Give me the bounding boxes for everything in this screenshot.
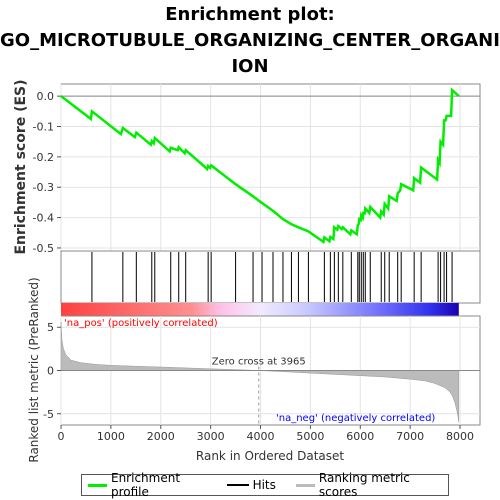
x-tick-label: 7000 xyxy=(396,430,424,443)
title-line-2: GO_MICROTUBULE_ORGANIZING_CENTER_ORGANIZ… xyxy=(0,30,500,51)
x-tick-label: 4000 xyxy=(247,430,275,443)
es-tick-label: -0.2 xyxy=(33,151,54,164)
hits-panel xyxy=(60,250,481,304)
es-axis-label: Enrichment score (ES) xyxy=(13,79,29,254)
x-tick-label: 6000 xyxy=(346,430,374,443)
legend-metric: Ranking metric scores xyxy=(295,471,434,499)
negative-label: 'na_neg' (negatively correlated) xyxy=(276,413,435,424)
metric-tick-label: 0 xyxy=(47,365,54,378)
legend-profile-swatch xyxy=(88,483,107,487)
es-tick-label: -0.1 xyxy=(33,121,54,134)
x-tick-label: 2000 xyxy=(147,430,175,443)
metric-tick-label: 5 xyxy=(47,321,54,334)
title-line-1: Enrichment plot: xyxy=(165,4,335,25)
x-tick-label: 5000 xyxy=(296,430,324,443)
legend-metric-label: Ranking metric scores xyxy=(318,471,410,499)
x-axis-label: Rank in Ordered Dataset xyxy=(196,449,344,463)
zero-cross-label: Zero cross at 3965 xyxy=(212,357,306,368)
x-tick-label: 0 xyxy=(58,430,65,443)
es-panel xyxy=(60,83,481,252)
es-tick-label: -0.3 xyxy=(33,181,54,194)
legend-hits: Hits xyxy=(226,478,276,492)
x-tick-labels: 0 1000 2000 3000 4000 5000 6000 7000 8000 xyxy=(58,425,474,443)
es-tick-label: 0.0 xyxy=(37,90,55,103)
metric-axis-label: Ranked list metric (PreRanked) xyxy=(27,277,41,462)
metric-tick-label: -5 xyxy=(43,408,54,421)
enrichment-profile-line xyxy=(60,87,460,245)
ranking-metric-area xyxy=(60,322,460,423)
legend-metric-swatch xyxy=(295,483,315,487)
x-tick-label: 8000 xyxy=(446,430,474,443)
metric-tick-labels: 5 0 -5 xyxy=(43,321,61,421)
title-line-3: ION xyxy=(231,56,269,77)
es-tick-label: -0.5 xyxy=(33,242,54,255)
chart-title: Enrichment plot: GO_MICROTUBULE_ORGANIZI… xyxy=(0,2,500,80)
x-tick-label: 3000 xyxy=(197,430,225,443)
es-tick-label: -0.4 xyxy=(33,212,54,225)
rank-color-bar xyxy=(61,303,459,316)
legend-hits-swatch xyxy=(226,484,249,486)
legend-profile: Enrichment profile xyxy=(88,471,207,499)
positive-label: 'na_pos' (positively correlated) xyxy=(64,318,218,329)
x-tick-label: 1000 xyxy=(97,430,125,443)
legend-profile-label: Enrichment profile xyxy=(110,471,181,499)
es-tick-labels: 0.0 -0.1 -0.2 -0.3 -0.4 -0.5 xyxy=(33,90,61,255)
hit-markers xyxy=(91,252,453,302)
legend-hits-label: Hits xyxy=(252,478,276,492)
legend: Enrichment profile Hits Ranking metric s… xyxy=(81,471,449,499)
